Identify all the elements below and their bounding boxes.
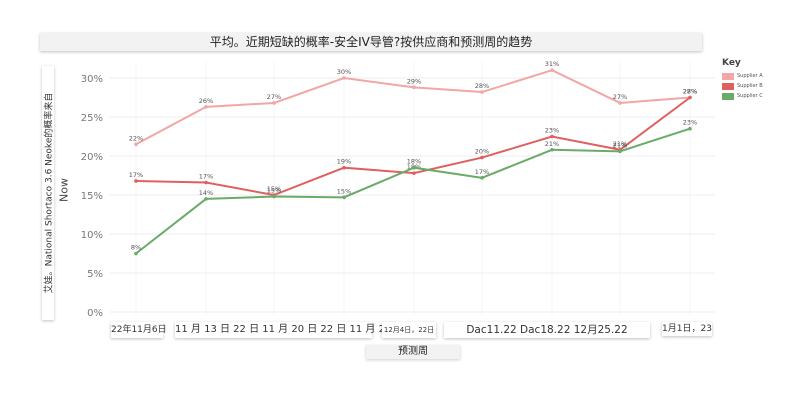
data-label: 14%	[199, 189, 213, 197]
data-label: 30%	[337, 68, 351, 76]
data-label: 8%	[131, 244, 141, 252]
x-tick-label: 12月4日，22日	[382, 322, 436, 338]
data-point	[412, 171, 416, 175]
y-tick-label: 25%	[81, 113, 103, 124]
data-label: 23%	[545, 127, 559, 135]
data-point	[134, 251, 138, 256]
y-tick-label: 20%	[81, 152, 103, 163]
data-label: 28%	[475, 82, 489, 90]
legend-swatch	[722, 82, 734, 90]
data-point	[550, 68, 554, 72]
data-point	[204, 105, 208, 109]
data-point	[550, 134, 554, 139]
legend-item: Supplier B	[722, 81, 763, 91]
data-point	[134, 179, 138, 183]
data-label: 18%	[407, 158, 421, 166]
x-tick-label: 1月1日，23	[662, 322, 712, 336]
y-tick-label: 5%	[87, 269, 103, 280]
data-label: 15%	[267, 187, 281, 195]
data-label: 27%	[613, 93, 627, 101]
data-point	[550, 147, 554, 152]
data-label: 19%	[337, 158, 351, 166]
data-point	[412, 165, 416, 170]
y-tick-label: 30%	[81, 74, 103, 85]
data-label: 15%	[267, 185, 281, 193]
legend-item: Supplier A	[722, 71, 763, 81]
y-tick-label: 15%	[81, 191, 103, 202]
data-point	[134, 142, 138, 147]
data-point	[204, 180, 208, 185]
data-label: 15%	[337, 187, 351, 195]
data-label: 31%	[545, 60, 559, 68]
legend: Key Supplier A Supplier B Supplier C	[722, 58, 763, 101]
legend-swatch	[722, 92, 734, 100]
data-label: 22%	[129, 134, 143, 142]
data-point	[688, 126, 692, 131]
data-point	[272, 194, 276, 199]
data-point	[272, 101, 276, 105]
chart-title: 平均。近期短缺的概率-安全IV导管?按供应商和预测周的趋势	[40, 33, 702, 51]
data-point	[480, 176, 484, 180]
data-label: 28%	[683, 88, 697, 96]
data-point	[342, 76, 346, 80]
data-label: 17%	[199, 173, 213, 181]
data-point	[480, 90, 484, 94]
outer-y-axis-label-box	[42, 66, 54, 320]
data-label: 17%	[475, 168, 489, 176]
data-label: 20%	[475, 148, 489, 156]
data-label: 26%	[199, 97, 213, 105]
data-label: 21%	[613, 141, 627, 149]
legend-label: Supplier B	[737, 83, 763, 89]
x-tick-label: 11 月 13 日 22 日 11 月 20 日 22 日 11 月 27 日	[175, 322, 404, 338]
data-point	[204, 197, 208, 201]
data-point	[618, 149, 622, 154]
x-tick-label: Dac11.22 Dac18.22 12月25.22	[444, 322, 650, 338]
x-tick-label: 22年11月6日	[111, 322, 167, 338]
legend-item: Supplier C	[722, 91, 763, 101]
series-line	[135, 96, 691, 197]
data-point	[688, 95, 692, 100]
x-axis-title: 预测周	[366, 345, 460, 359]
data-label: 23%	[683, 119, 697, 127]
y-tick-label: 10%	[81, 230, 103, 241]
y-tick-label: 0%	[87, 308, 103, 319]
data-label: 29%	[407, 77, 421, 85]
legend-label: Supplier C	[737, 93, 763, 99]
data-label: 17%	[129, 171, 143, 179]
data-point	[480, 155, 484, 160]
data-point	[342, 195, 346, 200]
legend-swatch	[722, 72, 734, 80]
data-point	[412, 85, 416, 90]
data-point	[618, 101, 622, 105]
data-point	[342, 165, 346, 170]
data-label: 27%	[683, 88, 697, 96]
legend-title: Key	[722, 58, 741, 68]
data-label: 21%	[613, 140, 627, 148]
legend-label: Supplier A	[737, 73, 763, 79]
data-label: 21%	[545, 140, 559, 148]
data-label: 27%	[267, 93, 281, 101]
